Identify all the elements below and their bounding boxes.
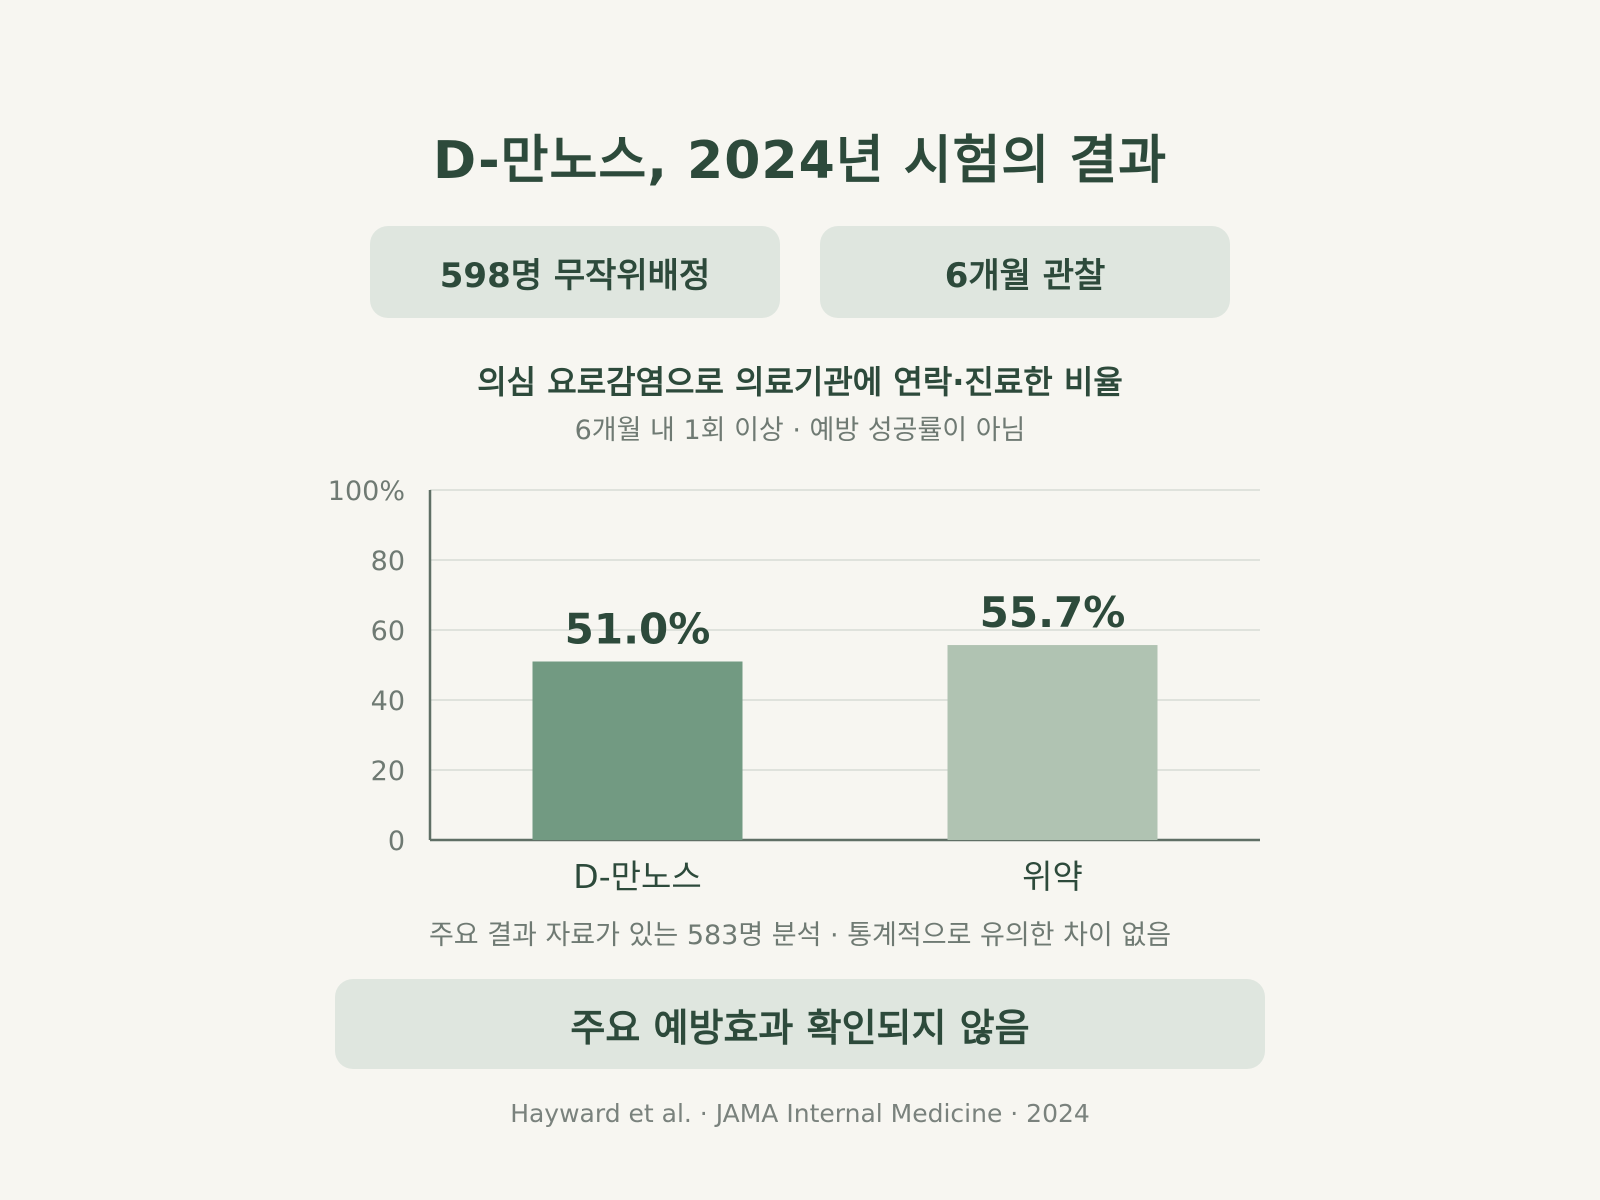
x-tick-label: D-만노스 [573,857,701,896]
duration-badge: 6개월 관찰 [820,226,1230,318]
y-tick-label: 0 [388,826,405,857]
y-tick-label: 80 [371,546,405,577]
chart-subtitle: 의심 요로감염으로 의료기관에 연락·진료한 비율 [477,363,1123,401]
y-tick-label: 60 [371,616,405,647]
bar-1 [532,661,743,840]
conclusion-banner: 주요 예방효과 확인되지 않음 [335,979,1265,1069]
bar-value-label: 51.0% [565,605,711,654]
chart-note: 6개월 내 1회 이상 · 예방 성공률이 아님 [574,415,1026,446]
bar-2 [947,645,1158,840]
page-title: D-만노스, 2024년 시험의 결과 [432,131,1168,191]
analysis-footnote: 주요 결과 자료가 있는 583명 분석 · 통계적으로 유의한 차이 없음 [428,920,1172,951]
y-tick-label: 40 [371,686,405,717]
source-citation: Hayward et al. · JAMA Internal Medicine … [510,1099,1090,1128]
bar-value-label: 55.7% [980,588,1126,637]
sample-size-badge: 598명 무작위배정 [370,226,780,318]
y-tick-label: 20 [371,756,405,787]
y-tick-label: 100% [328,476,405,507]
x-tick-label: 위약 [1022,857,1083,896]
